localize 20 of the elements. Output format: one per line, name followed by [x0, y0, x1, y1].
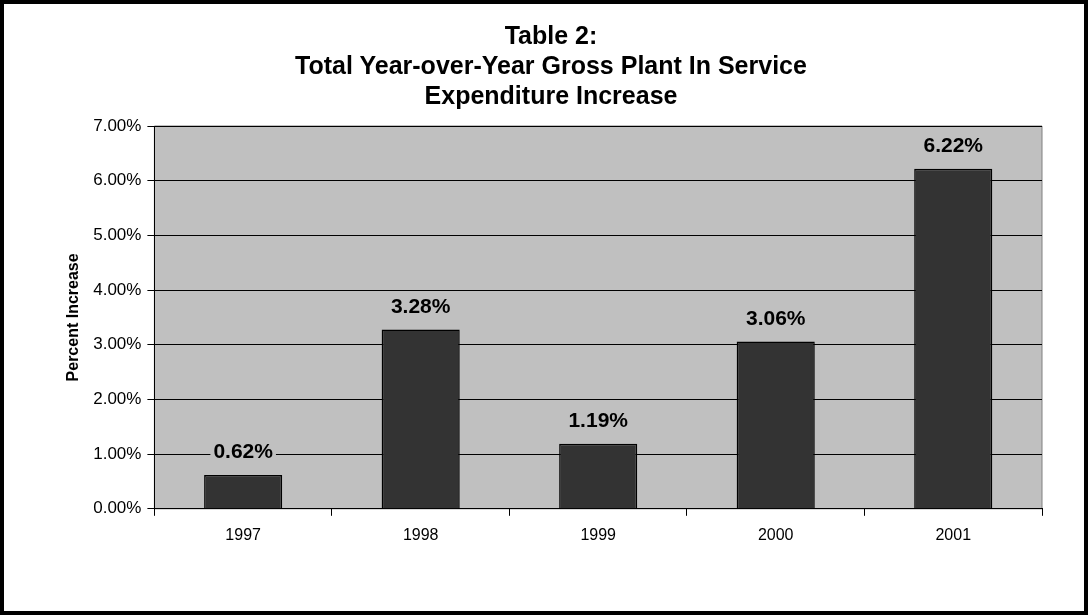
x-tick-label: 1999	[580, 525, 617, 543]
x-tick-label: 2000	[757, 525, 794, 543]
data-label: 0.62%	[213, 439, 274, 463]
y-tick-label: 6.00%	[93, 170, 142, 190]
y-tick-label: 7.00%	[93, 115, 142, 135]
y-tick-label: 2.00%	[93, 389, 142, 409]
data-label: 3.06%	[745, 305, 806, 329]
y-tick-label: 3.00%	[93, 334, 142, 354]
x-tick-label: 2001	[935, 525, 972, 543]
data-label: 3.28%	[390, 293, 451, 317]
data-label: 1.19%	[568, 408, 629, 432]
y-axis-title: Percent Increase	[64, 253, 82, 382]
chart-title: Table 2: Total Year-over-Year Gross Plant In Service Expenditure Increase	[295, 20, 807, 109]
x-tick-label: 1997	[225, 525, 262, 543]
x-tick-label: 1998	[402, 525, 439, 543]
data-label: 6.22%	[923, 132, 984, 156]
y-tick-label: 1.00%	[93, 443, 142, 463]
y-tick-label: 4.00%	[93, 279, 142, 299]
y-tick-label: 5.00%	[93, 225, 142, 245]
y-tick-label: 0.00%	[93, 498, 142, 518]
